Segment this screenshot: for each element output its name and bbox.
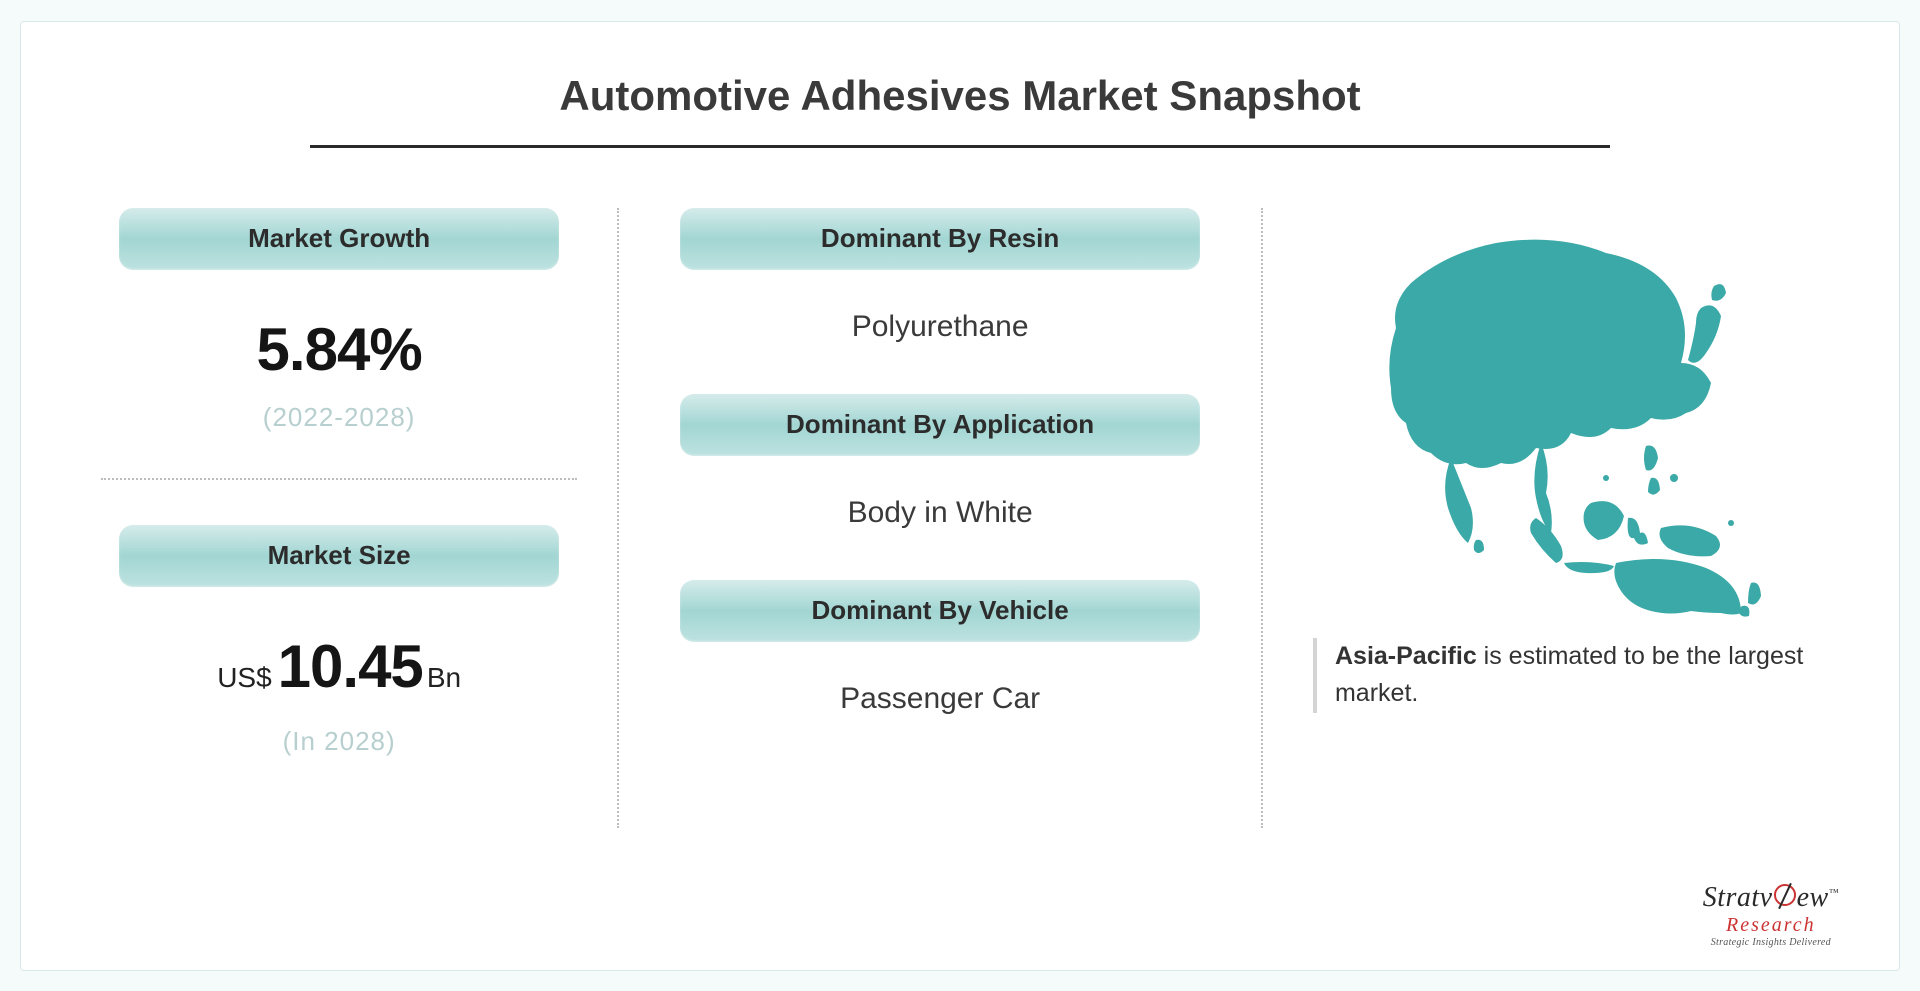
region-note: Asia-Pacific is estimated to be the larg… — [1313, 638, 1819, 713]
size-unit: Bn — [427, 662, 461, 694]
pill-dominant-application: Dominant By Application — [680, 394, 1200, 456]
vehicle-value: Passenger Car — [840, 682, 1040, 716]
pill-market-size: Market Size — [119, 525, 559, 587]
resin-value: Polyurethane — [852, 310, 1029, 344]
column-left: Market Growth 5.84% (2022-2028) Market S… — [101, 208, 617, 828]
asia-pacific-map-icon — [1356, 218, 1776, 618]
content-row: Market Growth 5.84% (2022-2028) Market S… — [71, 208, 1849, 828]
compass-icon — [1774, 884, 1796, 906]
horizontal-divider — [101, 478, 577, 480]
size-number: 10.45 — [278, 632, 423, 701]
column-right: Asia-Pacific is estimated to be the larg… — [1263, 208, 1819, 828]
title-underline — [310, 145, 1610, 148]
currency-label: US$ — [217, 662, 271, 694]
market-growth-period: (2022-2028) — [263, 402, 416, 433]
logo-brand: Stratv ew™ — [1703, 882, 1839, 914]
page-title: Automotive Adhesives Market Snapshot — [71, 72, 1849, 120]
region-name: Asia-Pacific — [1335, 642, 1477, 670]
logo-prefix: Stratv — [1703, 882, 1773, 913]
market-size-year: (In 2028) — [283, 726, 396, 757]
map-asia-pacific — [1313, 208, 1819, 628]
column-middle: Dominant By Resin Polyurethane Dominant … — [617, 208, 1263, 828]
brand-logo: Stratv ew™ Research Strategic Insights De… — [1703, 882, 1839, 948]
logo-suffix: ew — [1797, 882, 1829, 913]
application-value: Body in White — [848, 496, 1033, 530]
market-growth-value: 5.84% — [257, 315, 422, 384]
logo-tagline: Strategic Insights Delivered — [1703, 937, 1839, 948]
market-size-value: US$ 10.45 Bn — [217, 632, 461, 701]
infographic-card: Automotive Adhesives Market Snapshot Mar… — [20, 21, 1900, 971]
trademark-icon: ™ — [1829, 887, 1839, 898]
pill-dominant-resin: Dominant By Resin — [680, 208, 1200, 270]
logo-subtitle: Research — [1703, 914, 1839, 937]
pill-market-growth: Market Growth — [119, 208, 559, 270]
pill-dominant-vehicle: Dominant By Vehicle — [680, 580, 1200, 642]
